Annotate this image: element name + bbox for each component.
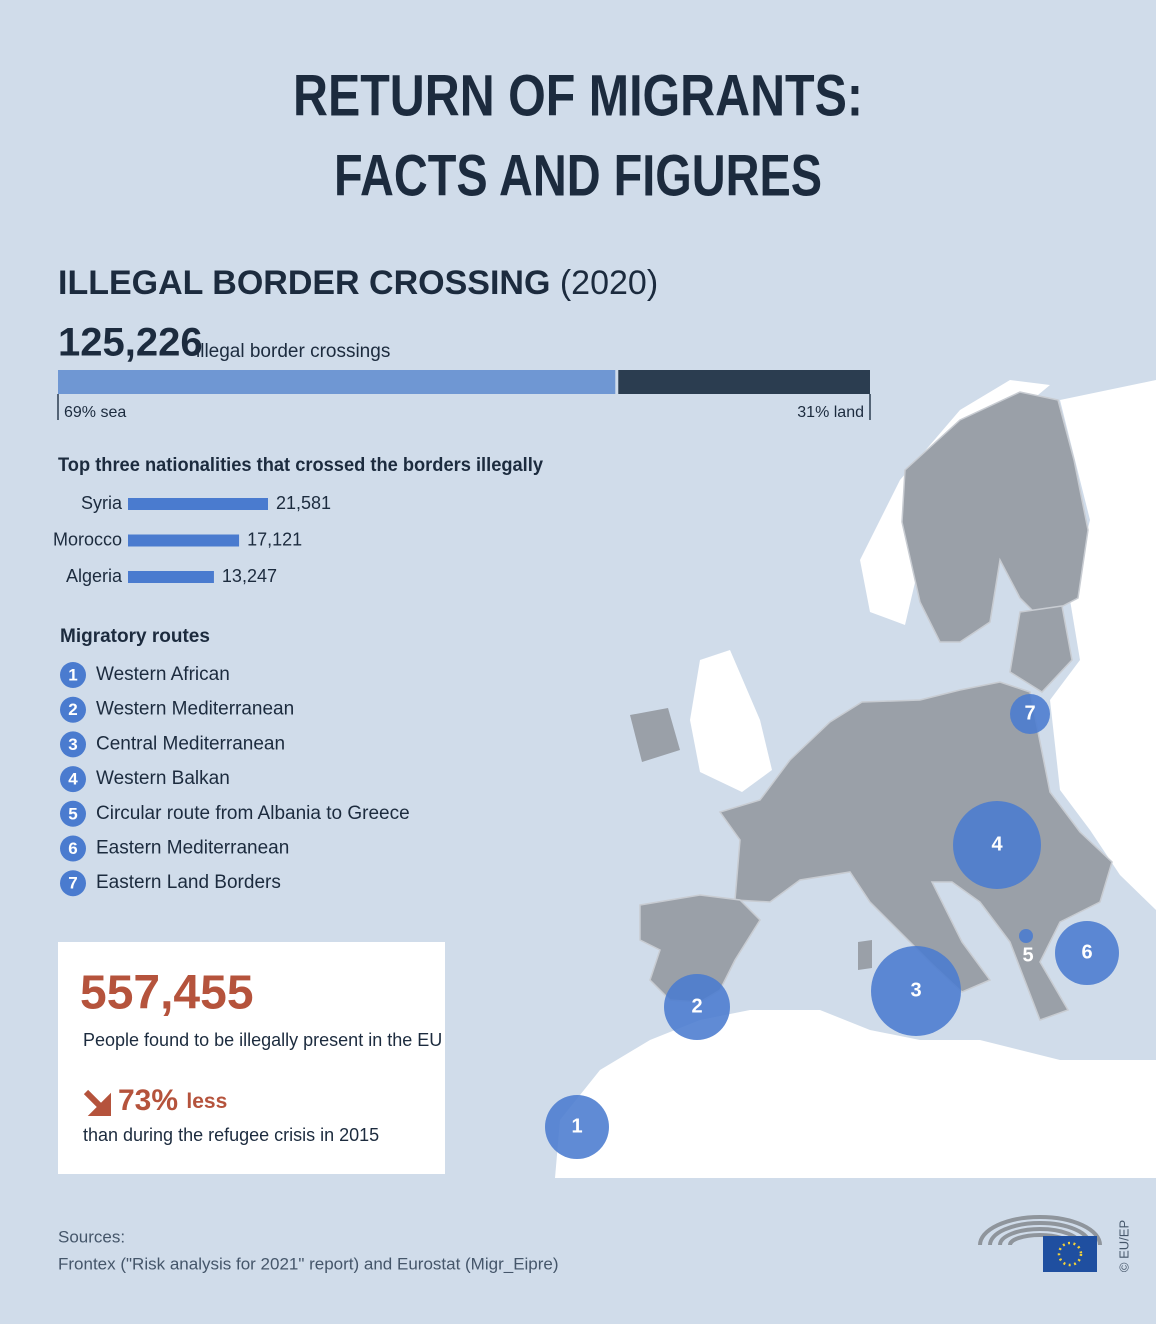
total: 125,226 <box>58 321 203 365</box>
route-marker-number: 6 <box>1081 941 1092 963</box>
route-name: Western Mediterranean <box>96 699 294 720</box>
route-marker <box>1055 921 1119 985</box>
bar <box>128 498 268 510</box>
route-marker <box>1010 694 1050 734</box>
route-marker <box>953 801 1041 889</box>
route-name: Western African <box>96 664 230 685</box>
sources-heading: Sources: <box>58 1227 125 1246</box>
route-marker-number: 2 <box>691 995 702 1017</box>
ep-logo <box>978 1215 1102 1272</box>
bar <box>128 571 214 583</box>
section-title: ILLEGAL BORDER CROSSING <box>58 264 550 302</box>
route-bullet <box>60 766 86 793</box>
map <box>555 380 1156 1178</box>
box-figure: 557,455 <box>80 967 254 1020</box>
category-label: Morocco <box>53 529 122 549</box>
box-change-word: less <box>186 1090 227 1113</box>
route-marker-number: 1 <box>571 1115 582 1137</box>
share-label: 69% sea <box>64 404 126 421</box>
uk <box>690 650 772 792</box>
route-number: 6 <box>68 839 77 858</box>
share-bar <box>618 370 870 394</box>
sardinia <box>858 940 872 970</box>
route-number: 3 <box>68 735 77 754</box>
value-label: 13,247 <box>222 566 277 586</box>
route-number: 7 <box>68 874 77 893</box>
route-bullet <box>60 662 86 688</box>
route-name: Western Balkan <box>96 768 230 789</box>
title-line: FACTS AND FIGURES <box>334 143 822 208</box>
route-marker-number: 5 <box>1022 944 1033 966</box>
bar <box>128 534 240 547</box>
section-year: (2020) <box>560 264 658 302</box>
share-bar <box>58 370 616 394</box>
nationalities-title: Top three nationalities that crossed the… <box>58 455 543 476</box>
route-marker <box>871 946 961 1036</box>
route-bullet <box>60 731 86 758</box>
sources-text: Frontex ("Risk analysis for 2021" report… <box>58 1254 559 1273</box>
total-label: illegal border crossings <box>196 341 390 362</box>
route-marker <box>545 1095 609 1159</box>
down-arrow <box>83 1089 111 1116</box>
credit: © EU/EP <box>1116 1220 1131 1272</box>
route-number: 4 <box>68 770 78 789</box>
route-bullet <box>60 800 86 827</box>
route-marker-number: 3 <box>910 979 921 1001</box>
route-marker-number: 4 <box>991 833 1003 855</box>
value-label: 21,581 <box>276 493 331 513</box>
route-marker-number: 7 <box>1024 702 1035 724</box>
route-name: Eastern Land Borders <box>96 872 281 893</box>
route-bullet <box>60 835 86 862</box>
route-name: Central Mediterranean <box>96 733 285 754</box>
ireland <box>630 708 680 762</box>
baltics <box>1009 605 1073 693</box>
title-line: RETURN OF MIGRANTS: <box>293 63 863 128</box>
box-figure-label: People found to be illegally present in … <box>83 1030 442 1050</box>
routes-title: Migratory routes <box>60 626 210 647</box>
route-name: Circular route from Albania to Greece <box>96 803 410 824</box>
route-number: 1 <box>68 665 77 684</box>
stat-box <box>58 942 445 1174</box>
category-label: Syria <box>81 493 123 513</box>
route-marker <box>1019 929 1033 943</box>
box-change-label: than during the refugee crisis in 2015 <box>83 1125 379 1145</box>
route-bullet <box>60 696 86 723</box>
route-number: 5 <box>68 804 77 823</box>
route-name: Eastern Mediterranean <box>96 838 289 859</box>
nordic-eu <box>901 391 1089 643</box>
route-number: 2 <box>68 700 77 719</box>
share-label: 31% land <box>797 404 864 421</box>
value-label: 17,121 <box>247 529 302 549</box>
route-bullet <box>60 870 86 897</box>
route-markers: 1 2 3 4 5 6 7 <box>545 694 1119 1159</box>
eastern-land <box>1050 380 1156 910</box>
africa-land <box>555 1010 1156 1178</box>
route-marker <box>664 974 730 1040</box>
norway <box>860 380 1050 625</box>
box-change: 73% less <box>118 1084 227 1117</box>
category-label: Algeria <box>66 566 123 586</box>
box-change-value: 73% <box>118 1084 178 1117</box>
section-heading: ILLEGAL BORDER CROSSING (2020) <box>58 264 658 302</box>
